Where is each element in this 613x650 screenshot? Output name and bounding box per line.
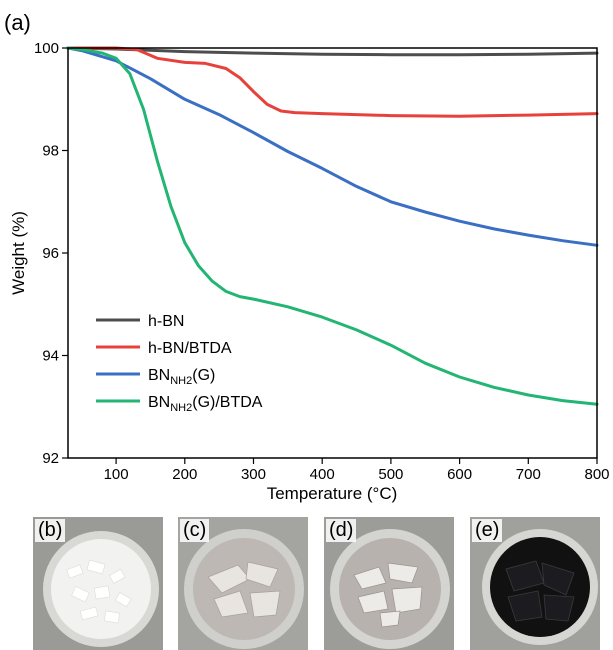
sample-e-black-flakes-image [470,517,600,650]
photo-d: (d) [324,517,454,650]
y-tick-label: 92 [42,450,59,467]
photo-e-label: (e) [472,519,503,542]
legend: h-BN h-BN/BTDA BNNH2(G) BNNH2(G)/BTDA [96,313,263,414]
legend-label-0: h-BN [148,313,184,330]
series-line-3 [66,46,599,406]
series-line-1 [66,46,599,118]
y-axis-label: Weight (%) [9,211,28,295]
y-tick-label: 94 [42,348,59,365]
sample-b-white-powder-image [33,517,163,650]
series-line-2 [66,46,599,247]
panel-a-label: (a) [4,10,31,35]
axes: 100 200 300 400 500 600 700 800 92 94 96 98 100 [34,40,610,483]
tga-chart: (a) 100 200 300 400 500 600 700 800 92 94 96 98100 … [4,10,610,503]
legend-label-1: h-BN/BTDA [148,340,232,357]
x-axis-label: Temperature (°C) [267,484,398,503]
x-tick-label: 200 [172,466,197,483]
sample-d-gray-flakes-image [324,517,454,650]
x-tick-label: 600 [447,466,472,483]
x-tick-label: 400 [310,466,335,483]
x-tick-label: 700 [516,466,541,483]
photo-b-label: (b) [35,519,66,542]
legend-label-3: BNNH2(G)/BTDA [148,394,263,414]
x-tick-label: 500 [378,466,403,483]
plot-area [66,46,599,406]
legend-label-2: BNNH2(G) [148,367,215,387]
photo-b: (b) [33,517,163,650]
x-tick-label: 300 [241,466,266,483]
photo-d-label: (d) [326,519,357,542]
photo-c-label: (c) [180,519,210,542]
y-tick-label: 98 [42,143,59,160]
photo-e: (e) [470,517,600,650]
photo-c: (c) [178,517,308,650]
sample-c-light-flakes-image [178,517,308,650]
y-tick-label: 100 [34,40,59,57]
x-tick-label: 100 [104,466,129,483]
x-tick-label: 800 [584,466,609,483]
y-tick-label: 96 [42,245,59,262]
